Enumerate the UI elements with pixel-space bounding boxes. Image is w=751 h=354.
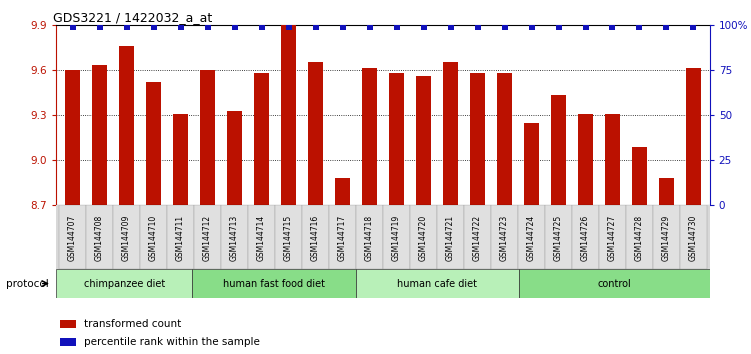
Text: GSM144709: GSM144709 [122,215,131,261]
Bar [578,114,593,205]
Text: GSM144717: GSM144717 [338,215,347,261]
Bar [167,205,194,269]
Bar [659,178,674,205]
Text: GSM144707: GSM144707 [68,215,77,261]
Bar [362,68,377,205]
Bar [605,114,620,205]
Bar [227,110,242,205]
Bar [551,96,566,205]
Bar [221,205,248,269]
Text: protocol: protocol [6,279,49,289]
Text: GSM144719: GSM144719 [392,215,401,261]
Bar [383,205,410,269]
Text: GDS3221 / 1422032_a_at: GDS3221 / 1422032_a_at [53,11,213,24]
Bar [65,70,80,205]
Text: chimpanzee diet: chimpanzee diet [84,279,165,289]
Bar [59,320,76,328]
Bar [192,269,356,298]
Bar [686,68,701,205]
Bar [519,269,710,298]
Bar [572,205,599,269]
Text: GSM144712: GSM144712 [203,215,212,261]
Text: GSM144726: GSM144726 [581,215,590,261]
Bar [248,205,275,269]
Bar [443,62,458,205]
Bar [470,73,485,205]
Text: GSM144713: GSM144713 [230,215,239,261]
Bar [302,205,329,269]
Bar [410,205,437,269]
Bar [524,122,539,205]
Text: GSM144722: GSM144722 [473,215,482,261]
Bar [275,205,302,269]
Text: control: control [598,279,632,289]
Bar [389,73,404,205]
Bar [518,205,545,269]
Text: GSM144729: GSM144729 [662,215,671,261]
Bar [194,205,221,269]
Text: GSM144716: GSM144716 [311,215,320,261]
Bar [59,338,76,346]
Bar [200,70,215,205]
Text: GSM144708: GSM144708 [95,215,104,261]
Text: human fast food diet: human fast food diet [223,279,325,289]
Text: GSM144711: GSM144711 [176,215,185,261]
Bar [86,205,113,269]
Bar [545,205,572,269]
Text: GSM144715: GSM144715 [284,215,293,261]
Text: GSM144718: GSM144718 [365,215,374,261]
Bar [626,205,653,269]
Bar [491,205,518,269]
Text: GSM144728: GSM144728 [635,215,644,261]
Text: GSM144730: GSM144730 [689,215,698,261]
Bar [329,205,356,269]
Bar [56,205,710,269]
Text: GSM144727: GSM144727 [608,215,617,261]
Bar [119,46,134,205]
Text: GSM144710: GSM144710 [149,215,158,261]
Bar [335,178,350,205]
Text: GSM144723: GSM144723 [500,215,509,261]
Bar [281,25,296,205]
Bar [56,269,192,298]
Bar [92,65,107,205]
Bar [113,205,140,269]
Bar [140,205,167,269]
Text: percentile rank within the sample: percentile rank within the sample [84,337,260,347]
Bar [356,269,519,298]
Bar [437,205,464,269]
Text: human cafe diet: human cafe diet [397,279,478,289]
Bar [416,76,431,205]
Text: transformed count: transformed count [84,319,181,329]
Bar [632,147,647,205]
Text: GSM144724: GSM144724 [527,215,536,261]
Bar [653,205,680,269]
Bar [146,82,161,205]
Bar [464,205,491,269]
Bar [254,73,269,205]
Bar [59,205,86,269]
Bar [356,205,383,269]
Text: GSM144721: GSM144721 [446,215,455,261]
Bar [497,73,512,205]
Bar [680,205,707,269]
Bar [599,205,626,269]
Text: GSM144720: GSM144720 [419,215,428,261]
Text: GSM144725: GSM144725 [554,215,563,261]
Text: GSM144714: GSM144714 [257,215,266,261]
Bar [308,62,323,205]
Bar [173,114,188,205]
